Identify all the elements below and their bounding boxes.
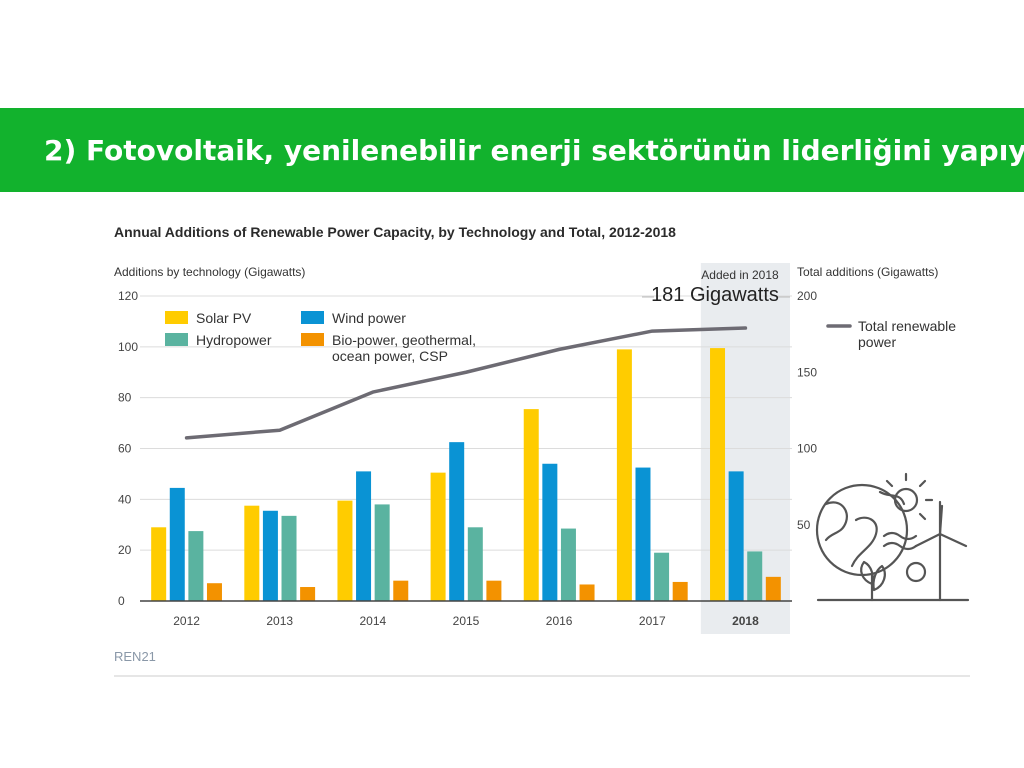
- legend-swatch: [301, 333, 324, 346]
- legend: Solar PV Wind power Hydropower Bio-power, g…: [165, 310, 476, 364]
- bar: [337, 500, 353, 601]
- bar: [430, 472, 446, 601]
- line-legend-label: Total renewable power: [858, 318, 956, 350]
- legend-label: Wind power: [332, 310, 406, 326]
- annotation-value: 181 Gigawatts: [651, 284, 779, 306]
- y2-tick-label: 150: [797, 365, 817, 379]
- annotation-label: Added in 2018: [701, 268, 779, 282]
- x-tick-label: 2016: [546, 614, 573, 628]
- bar: [262, 510, 278, 601]
- legend-label: Bio-power, geothermal, ocean power, CSP: [332, 332, 476, 364]
- bar: [654, 552, 670, 601]
- legend-swatch: [301, 311, 324, 324]
- y-tick-label: 20: [118, 543, 132, 557]
- y-tick-label: 0: [118, 594, 125, 608]
- bar: [710, 348, 726, 601]
- bar: [151, 527, 167, 601]
- bar: [356, 471, 372, 601]
- y-tick-label: 100: [118, 340, 138, 354]
- x-tick-label: 2012: [173, 614, 200, 628]
- bar: [449, 442, 465, 601]
- x-tick-label: 2013: [266, 614, 293, 628]
- bar: [188, 531, 204, 601]
- bars: [151, 348, 781, 601]
- bar: [672, 581, 688, 601]
- bar: [579, 584, 595, 601]
- bar: [523, 409, 539, 601]
- y-axis-label-right: Total additions (Gigawatts): [797, 265, 938, 279]
- bar: [542, 463, 558, 601]
- total-renewable-line: [184, 326, 748, 440]
- bar: [467, 527, 483, 601]
- y2-tick-label: 50: [797, 518, 811, 532]
- banner-title: 2) Fotovoltaik, yenilenebilir enerji sek…: [44, 133, 1024, 167]
- y-axis-label-left: Additions by technology (Gigawatts): [114, 265, 305, 279]
- x-tick-label: 2018: [732, 614, 759, 628]
- x-tick-label: 2017: [639, 614, 666, 628]
- bar: [300, 587, 316, 601]
- line-legend: Total renewable power: [826, 318, 956, 350]
- chart-title: Annual Additions of Renewable Power Capa…: [114, 224, 676, 240]
- bar: [169, 487, 185, 601]
- right-axis-ticks: 50 100 150 200: [797, 289, 817, 532]
- bar: [747, 551, 763, 601]
- y-tick-label: 60: [118, 442, 132, 456]
- title-banner: 2) Fotovoltaik, yenilenebilir enerji sek…: [0, 108, 1024, 192]
- bar: [486, 580, 502, 601]
- gridlines: [140, 295, 792, 551]
- x-tick-label: 2014: [360, 614, 387, 628]
- y-tick-label: 40: [118, 492, 132, 506]
- legend-label: Solar PV: [196, 310, 252, 326]
- bar: [244, 505, 260, 601]
- y-tick-label: 120: [118, 289, 138, 303]
- bar: [728, 471, 744, 601]
- source-label: REN21: [114, 649, 156, 664]
- globe-energy-icon: [815, 472, 970, 602]
- bar: [281, 515, 297, 601]
- bar: [374, 504, 390, 601]
- legend-swatch: [165, 333, 188, 346]
- bar: [765, 576, 781, 601]
- y-tick-label: 80: [118, 391, 132, 405]
- bar: [393, 580, 409, 601]
- bar: [635, 467, 651, 601]
- legend-swatch: [165, 311, 188, 324]
- y2-tick-label: 100: [797, 442, 817, 456]
- x-tick-label: 2015: [453, 614, 480, 628]
- y2-tick-label: 200: [797, 289, 817, 303]
- bar: [560, 528, 576, 601]
- legend-label: Hydropower: [196, 332, 272, 348]
- left-axis-ticks: 0 20 40 60 80 100 120: [118, 289, 138, 608]
- x-axis-ticks: 2012 2013 2014 2015 2016 2017 2018: [173, 614, 759, 628]
- bar: [616, 349, 632, 601]
- bar: [206, 583, 222, 601]
